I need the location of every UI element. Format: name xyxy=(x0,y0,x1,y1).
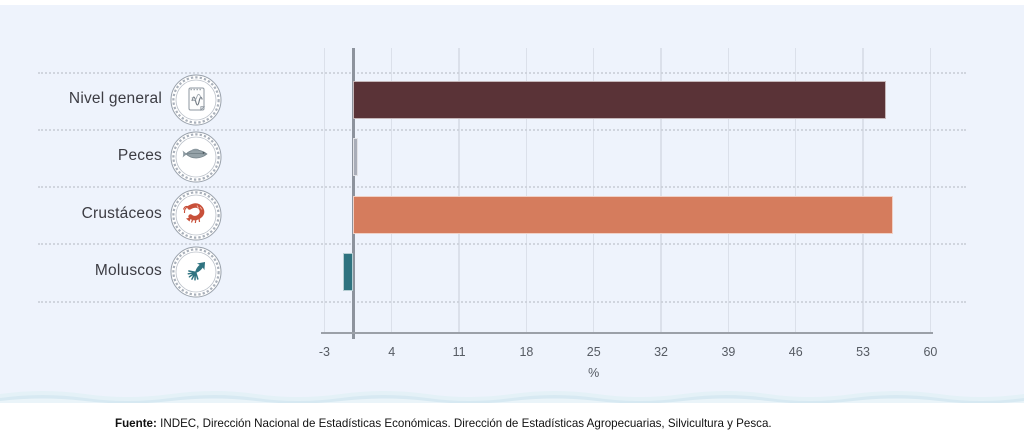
x-gridline xyxy=(929,48,932,332)
line-chart-note-icon xyxy=(170,74,222,126)
row-separator xyxy=(38,71,966,74)
x-tick-label: 4 xyxy=(388,345,396,359)
bar xyxy=(353,195,893,234)
x-gridline xyxy=(794,48,797,332)
x-gridline xyxy=(660,48,662,332)
row-separator xyxy=(38,300,966,303)
source-text: INDEC, Dirección Nacional de Estadística… xyxy=(160,417,772,430)
chart-panel: -3 4 11 18 25 32 39 46 53 60% Nivel general Peces Cr… xyxy=(0,5,1024,403)
wave-decoration xyxy=(0,391,1024,403)
x-tick-label: 39 xyxy=(721,345,736,359)
category-label: Moluscos xyxy=(94,262,162,280)
category-icon-badge xyxy=(170,74,222,126)
x-tick-label: 32 xyxy=(654,345,669,359)
x-tick-label: -3 xyxy=(318,345,330,359)
source-label: Fuente: xyxy=(115,417,157,430)
fish-icon xyxy=(170,131,222,183)
x-tick-label: 60 xyxy=(923,345,938,359)
x-axis-line xyxy=(321,331,934,334)
x-gridline xyxy=(592,48,595,332)
x-tick-label: 53 xyxy=(856,345,871,359)
source-note: Fuente: INDEC, Dirección Nacional de Est… xyxy=(115,417,772,430)
zero-baseline xyxy=(352,48,355,339)
category-icon-badge xyxy=(170,131,222,183)
x-gridline xyxy=(727,48,730,332)
x-tick-label: 25 xyxy=(586,345,601,359)
x-gridline xyxy=(390,48,393,332)
category-label: Crustáceos xyxy=(81,204,162,222)
x-tick-label: 11 xyxy=(452,345,466,359)
x-gridline xyxy=(525,48,528,332)
row-separator xyxy=(38,186,966,189)
category-label: Nivel general xyxy=(68,90,162,108)
x-axis-unit-label: % xyxy=(588,366,600,380)
bar xyxy=(353,81,887,120)
squid-icon xyxy=(170,246,222,298)
category-label: Peces xyxy=(117,147,162,165)
row-separator xyxy=(38,243,966,246)
x-gridline xyxy=(862,48,864,332)
category-icon-badge xyxy=(170,189,222,241)
bar xyxy=(342,253,354,292)
x-tick-label: 46 xyxy=(788,345,803,359)
x-gridline xyxy=(323,48,326,332)
x-tick-label: 18 xyxy=(519,345,534,359)
row-separator xyxy=(38,128,966,131)
shrimp-icon xyxy=(170,189,222,241)
x-gridline xyxy=(458,48,460,332)
category-icon-badge xyxy=(170,246,222,298)
bar xyxy=(353,138,359,177)
